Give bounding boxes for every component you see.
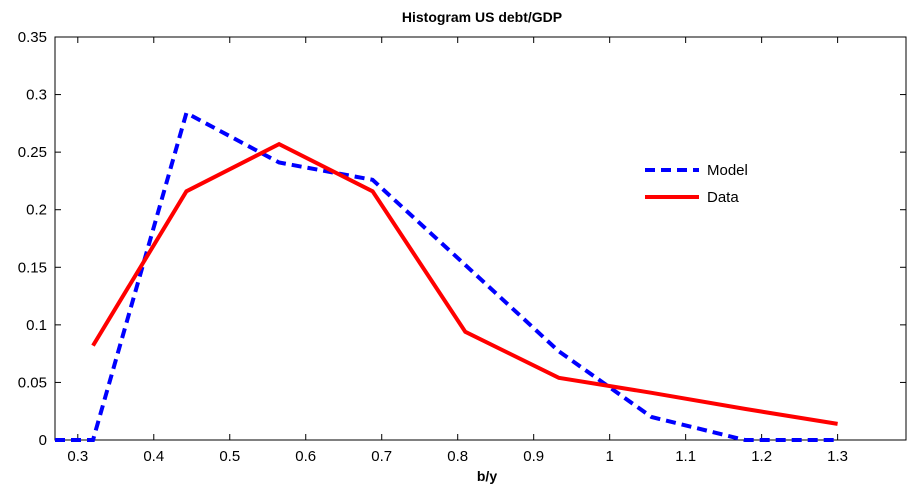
x-tick-label: 0.9	[523, 448, 544, 465]
series-line-model	[55, 110, 838, 442]
x-tick-label: 0.3	[67, 448, 88, 465]
x-tick-label: 1.1	[675, 448, 696, 465]
x-tick-label: 1.2	[751, 448, 772, 465]
y-tick-label: 0.15	[18, 259, 47, 276]
x-axis: 0.3 0.4 0.5 0.6 0.7 0.8 0.9 1 1.1 1.2 1.3	[67, 37, 848, 465]
y-tick-label: 0.3	[26, 87, 47, 104]
series-line-data	[91, 141, 838, 426]
plot-frame	[54, 36, 907, 441]
legend: Model Data	[645, 162, 748, 206]
x-tick-label: 0.7	[371, 448, 392, 465]
y-tick-label: 0.2	[26, 202, 47, 219]
y-tick-label: 0.1	[26, 317, 47, 334]
x-tick-label: 1	[605, 448, 613, 465]
x-axis-label: b/y	[477, 468, 497, 484]
x-tick-label: 0.4	[143, 448, 164, 465]
y-tick-label: 0.05	[18, 374, 47, 391]
legend-label-data: Data	[707, 189, 739, 206]
legend-label-model: Model	[707, 162, 748, 179]
y-tick-label: 0.35	[18, 29, 47, 46]
series-layer	[55, 110, 838, 442]
x-tick-label: 0.8	[447, 448, 468, 465]
y-axis: 0 0.05 0.1 0.15 0.2 0.25 0.3 0.35	[18, 29, 906, 449]
x-tick-label: 1.3	[827, 448, 848, 465]
chart-title: Histogram US debt/GDP	[402, 9, 562, 25]
x-tick-label: 0.5	[219, 448, 240, 465]
x-tick-label: 0.6	[295, 448, 316, 465]
y-tick-label: 0	[39, 432, 47, 449]
y-tick-label: 0.25	[18, 144, 47, 161]
